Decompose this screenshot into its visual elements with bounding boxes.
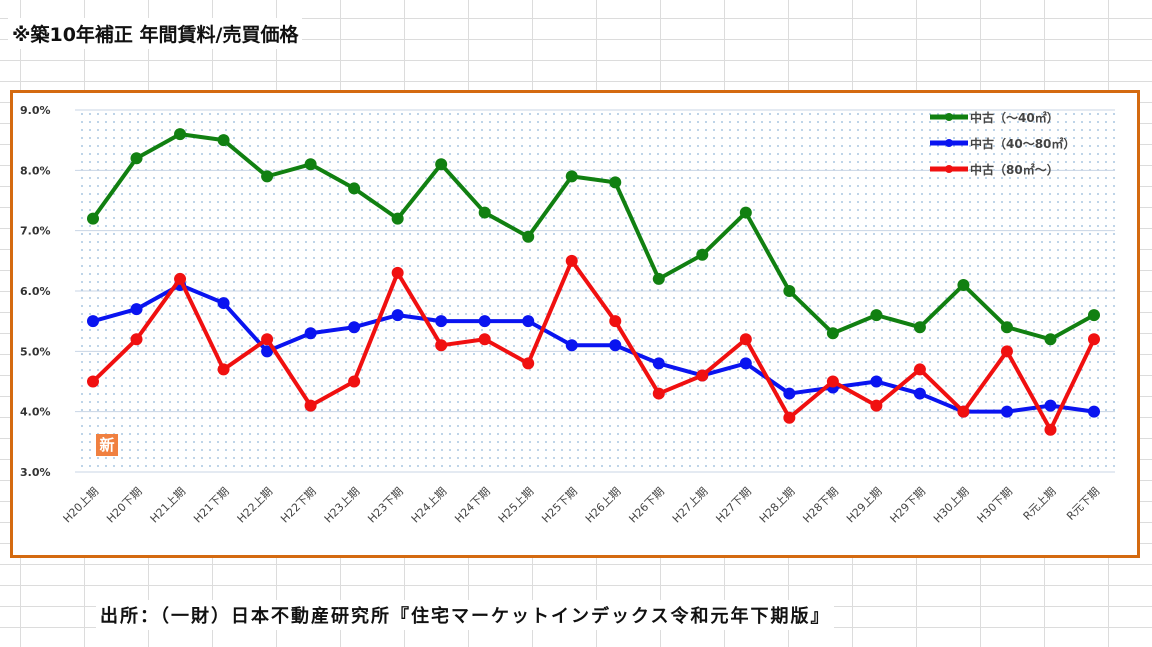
data-point xyxy=(826,375,839,388)
data-point xyxy=(783,411,796,424)
y-tick-label: 8.0% xyxy=(20,164,51,177)
data-point xyxy=(1000,345,1013,358)
legend-label: 中古（80㎡～） xyxy=(970,162,1059,177)
data-point xyxy=(565,339,578,352)
data-point xyxy=(913,321,926,334)
data-point xyxy=(957,405,970,418)
legend-marker xyxy=(945,165,953,173)
data-point xyxy=(130,333,143,346)
data-point xyxy=(478,315,491,328)
data-point xyxy=(391,212,404,225)
series-0 xyxy=(87,128,1100,346)
data-point xyxy=(739,206,752,219)
data-point xyxy=(261,170,274,183)
series-line xyxy=(91,132,1095,342)
data-point xyxy=(130,152,143,165)
data-point xyxy=(435,158,448,171)
data-point xyxy=(913,363,926,376)
data-point xyxy=(217,134,230,147)
data-point xyxy=(696,369,709,382)
data-point xyxy=(348,321,361,334)
data-point xyxy=(217,363,230,376)
data-point xyxy=(391,309,404,322)
data-point xyxy=(870,375,883,388)
legend-label: 中古（40～80㎡） xyxy=(970,136,1075,151)
data-point xyxy=(783,285,796,297)
data-point xyxy=(522,230,535,243)
data-point xyxy=(1044,333,1057,346)
y-tick-label: 4.0% xyxy=(20,406,51,419)
data-point xyxy=(522,357,535,370)
data-point xyxy=(478,333,491,346)
data-point xyxy=(913,387,926,400)
data-point xyxy=(261,345,274,358)
data-point xyxy=(739,357,752,370)
data-point xyxy=(87,375,99,388)
data-point xyxy=(348,182,361,195)
series-line xyxy=(91,258,1096,432)
y-tick-label: 6.0% xyxy=(20,285,51,298)
data-point xyxy=(304,158,317,171)
data-point xyxy=(304,399,317,412)
data-point xyxy=(870,309,883,322)
legend-label: 中古（～40㎡） xyxy=(970,110,1059,125)
data-point xyxy=(1000,405,1013,418)
data-point xyxy=(652,387,665,400)
legend-marker xyxy=(945,139,953,147)
data-point xyxy=(261,333,274,346)
data-point xyxy=(609,339,622,352)
data-point xyxy=(348,375,361,388)
y-tick-label: 7.0% xyxy=(20,225,51,238)
new-badge: 新 xyxy=(96,434,118,456)
data-point xyxy=(1088,333,1100,346)
data-point xyxy=(739,333,752,346)
data-point xyxy=(652,272,665,285)
data-point xyxy=(304,327,317,340)
data-point xyxy=(435,339,448,352)
data-point xyxy=(957,278,970,291)
data-point xyxy=(1088,309,1100,322)
series-2 xyxy=(87,254,1100,436)
y-tick-label: 9.0% xyxy=(20,104,51,117)
data-point xyxy=(870,399,883,412)
data-point xyxy=(826,327,839,340)
data-point xyxy=(783,387,796,400)
y-tick-label: 5.0% xyxy=(20,345,51,358)
source-note: 出所：（一財）日本不動産研究所『住宅マーケットインデックス令和元年下期版』 xyxy=(96,600,835,630)
data-point xyxy=(609,315,622,328)
data-point xyxy=(130,303,143,316)
data-point xyxy=(565,170,578,183)
data-point xyxy=(522,315,535,328)
data-point xyxy=(435,315,448,328)
legend-marker xyxy=(945,113,953,121)
data-point xyxy=(1088,405,1100,418)
data-point xyxy=(696,248,709,261)
data-point xyxy=(565,254,578,267)
data-point xyxy=(87,315,99,328)
data-point xyxy=(174,272,187,285)
data-point xyxy=(391,266,404,279)
data-point xyxy=(217,297,230,310)
data-point xyxy=(609,176,622,189)
chart-title: ※築10年補正 年間賃料/売買価格 xyxy=(8,18,303,49)
data-point xyxy=(87,212,99,225)
y-tick-label: 3.0% xyxy=(20,466,51,479)
data-point xyxy=(478,206,491,219)
data-point xyxy=(174,128,187,141)
data-point xyxy=(1044,423,1057,436)
data-point xyxy=(652,357,665,370)
data-point xyxy=(1000,321,1013,334)
data-point xyxy=(1044,399,1057,412)
